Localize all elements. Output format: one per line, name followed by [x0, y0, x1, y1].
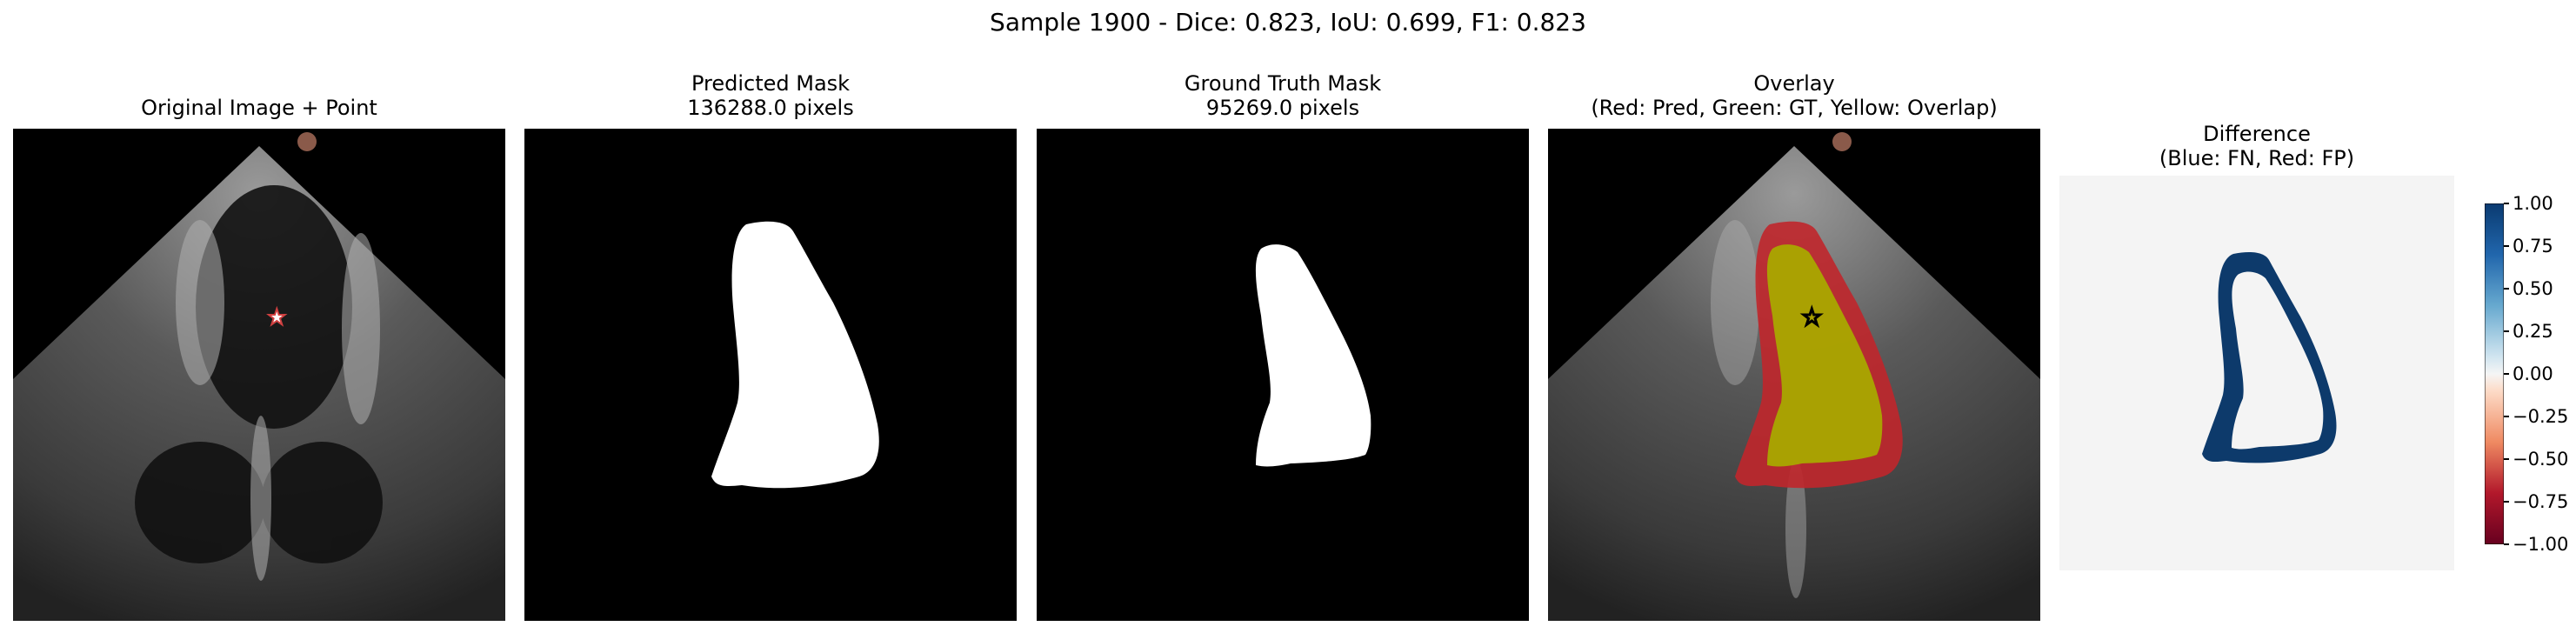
panel-title-line: Overlay [1548, 71, 2040, 96]
panel-overlay [1548, 129, 2040, 621]
panel-difference [2059, 176, 2454, 570]
panel-title-line: 95269.0 pixels [1037, 96, 1529, 120]
colorbar-tick-mark [2504, 245, 2509, 247]
panel-title-line: (Red: Pred, Green: GT, Yellow: Overlap) [1548, 96, 2040, 120]
panel-title-overlay: Overlay (Red: Pred, Green: GT, Yellow: O… [1548, 71, 2040, 120]
panel-title-pred: Predicted Mask 136288.0 pixels [524, 71, 1017, 120]
panel-ground-truth-mask [1037, 129, 1529, 621]
colorbar [2485, 203, 2504, 544]
panel-title-line: Difference [2059, 122, 2454, 146]
colorbar-tick-label: −0.75 [2513, 492, 2568, 511]
colorbar-tick-label: 0.00 [2513, 364, 2553, 383]
colorbar-tick-label: −0.50 [2513, 450, 2568, 469]
colorbar-tick-mark [2504, 543, 2509, 545]
colorbar-tick-mark [2504, 203, 2509, 204]
colorbar-tick-mark [2504, 288, 2509, 290]
colorbar-tick-mark [2504, 330, 2509, 332]
colorbar-tick-mark [2504, 416, 2509, 417]
colorbar-tick-label: 1.00 [2513, 194, 2553, 213]
colorbar-tick-label: −0.25 [2513, 407, 2568, 426]
panel-predicted-mask [524, 129, 1017, 621]
colorbar-tick-mark [2504, 501, 2509, 503]
panel-title-line: Ground Truth Mask [1037, 71, 1529, 96]
colorbar-tick-label: −1.00 [2513, 535, 2568, 554]
panel-title-original: Original Image + Point [13, 96, 505, 120]
panel-title-line: Predicted Mask [524, 71, 1017, 96]
panel-original-image [13, 129, 505, 621]
panel-title-gt: Ground Truth Mask 95269.0 pixels [1037, 71, 1529, 120]
panel-title-line: 136288.0 pixels [524, 96, 1017, 120]
panel-title-diff: Difference (Blue: FN, Red: FP) [2059, 122, 2454, 170]
colorbar-tick-label: 0.25 [2513, 322, 2553, 341]
colorbar-tick-mark [2504, 458, 2509, 460]
figure-suptitle: Sample 1900 - Dice: 0.823, IoU: 0.699, F… [0, 7, 2576, 38]
panel-title-line: Original Image + Point [13, 96, 505, 120]
colorbar-tick-label: 0.50 [2513, 279, 2553, 298]
colorbar-tick-label: 0.75 [2513, 237, 2553, 256]
colorbar-tick-mark [2504, 373, 2509, 375]
panel-title-line: (Blue: FN, Red: FP) [2059, 146, 2454, 170]
